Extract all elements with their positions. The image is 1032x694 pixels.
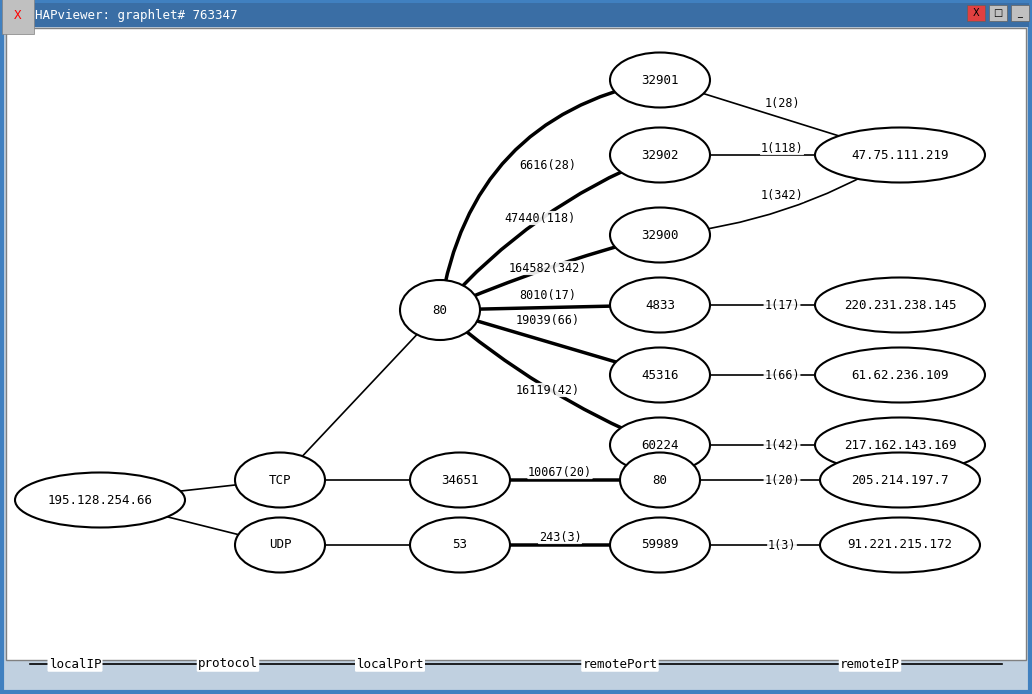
Text: protocol: protocol	[198, 657, 258, 670]
Text: 1(42): 1(42)	[764, 439, 800, 452]
Text: 1(28): 1(28)	[764, 96, 800, 110]
Text: 205.214.197.7: 205.214.197.7	[851, 473, 948, 486]
Text: _: _	[1018, 8, 1023, 18]
FancyBboxPatch shape	[3, 3, 1029, 27]
Ellipse shape	[610, 418, 710, 473]
Text: 32902: 32902	[641, 149, 679, 162]
Ellipse shape	[15, 473, 185, 527]
Text: 164582(342): 164582(342)	[509, 262, 587, 275]
Ellipse shape	[610, 53, 710, 108]
Text: 6616(28): 6616(28)	[519, 158, 577, 171]
Ellipse shape	[235, 452, 325, 507]
Text: localPort: localPort	[356, 657, 424, 670]
Ellipse shape	[410, 518, 510, 573]
Text: 59989: 59989	[641, 539, 679, 552]
Ellipse shape	[610, 208, 710, 262]
Ellipse shape	[815, 128, 985, 183]
Text: 1(66): 1(66)	[764, 369, 800, 382]
Text: 47.75.111.219: 47.75.111.219	[851, 149, 948, 162]
Text: 220.231.238.145: 220.231.238.145	[844, 298, 957, 312]
Text: 1(20): 1(20)	[764, 473, 800, 486]
Text: 1(118): 1(118)	[761, 142, 803, 155]
Text: 8010(17): 8010(17)	[519, 289, 577, 301]
Text: UDP: UDP	[268, 539, 291, 552]
Text: 217.162.143.169: 217.162.143.169	[844, 439, 957, 452]
Text: HAPviewer: graphlet# 763347: HAPviewer: graphlet# 763347	[35, 8, 237, 22]
Text: 80: 80	[652, 473, 668, 486]
Text: X: X	[14, 8, 22, 22]
Text: TCP: TCP	[268, 473, 291, 486]
Text: □: □	[994, 8, 1003, 18]
Text: 16119(42): 16119(42)	[516, 384, 580, 396]
Text: 80: 80	[432, 303, 448, 316]
Text: 32900: 32900	[641, 228, 679, 242]
Text: 1(3): 1(3)	[768, 539, 797, 552]
FancyBboxPatch shape	[6, 28, 1026, 660]
Text: 19039(66): 19039(66)	[516, 314, 580, 326]
Ellipse shape	[815, 348, 985, 403]
Text: 61.62.236.109: 61.62.236.109	[851, 369, 948, 382]
Ellipse shape	[820, 452, 980, 507]
Ellipse shape	[610, 348, 710, 403]
Text: 195.128.254.66: 195.128.254.66	[47, 493, 153, 507]
Ellipse shape	[610, 518, 710, 573]
Text: 10067(20): 10067(20)	[528, 466, 592, 478]
Text: 45316: 45316	[641, 369, 679, 382]
Text: remoteIP: remoteIP	[840, 657, 900, 670]
Text: 32901: 32901	[641, 74, 679, 87]
Ellipse shape	[610, 128, 710, 183]
Text: 243(3): 243(3)	[539, 530, 581, 543]
Text: 60224: 60224	[641, 439, 679, 452]
Text: 4833: 4833	[645, 298, 675, 312]
Ellipse shape	[235, 518, 325, 573]
Text: 1(17): 1(17)	[764, 298, 800, 312]
FancyBboxPatch shape	[1011, 5, 1029, 21]
Text: 34651: 34651	[442, 473, 479, 486]
Ellipse shape	[610, 278, 710, 332]
Text: 91.221.215.172: 91.221.215.172	[847, 539, 953, 552]
Text: 47440(118): 47440(118)	[505, 212, 576, 224]
Ellipse shape	[820, 518, 980, 573]
FancyBboxPatch shape	[989, 5, 1007, 21]
Ellipse shape	[815, 278, 985, 332]
Text: 1(342): 1(342)	[761, 189, 803, 201]
Ellipse shape	[620, 452, 700, 507]
Text: localIP: localIP	[49, 657, 101, 670]
Ellipse shape	[815, 418, 985, 473]
Text: 53: 53	[452, 539, 467, 552]
Ellipse shape	[410, 452, 510, 507]
Text: X: X	[973, 8, 979, 18]
Text: remotePort: remotePort	[582, 657, 657, 670]
FancyBboxPatch shape	[967, 5, 985, 21]
Ellipse shape	[400, 280, 480, 340]
